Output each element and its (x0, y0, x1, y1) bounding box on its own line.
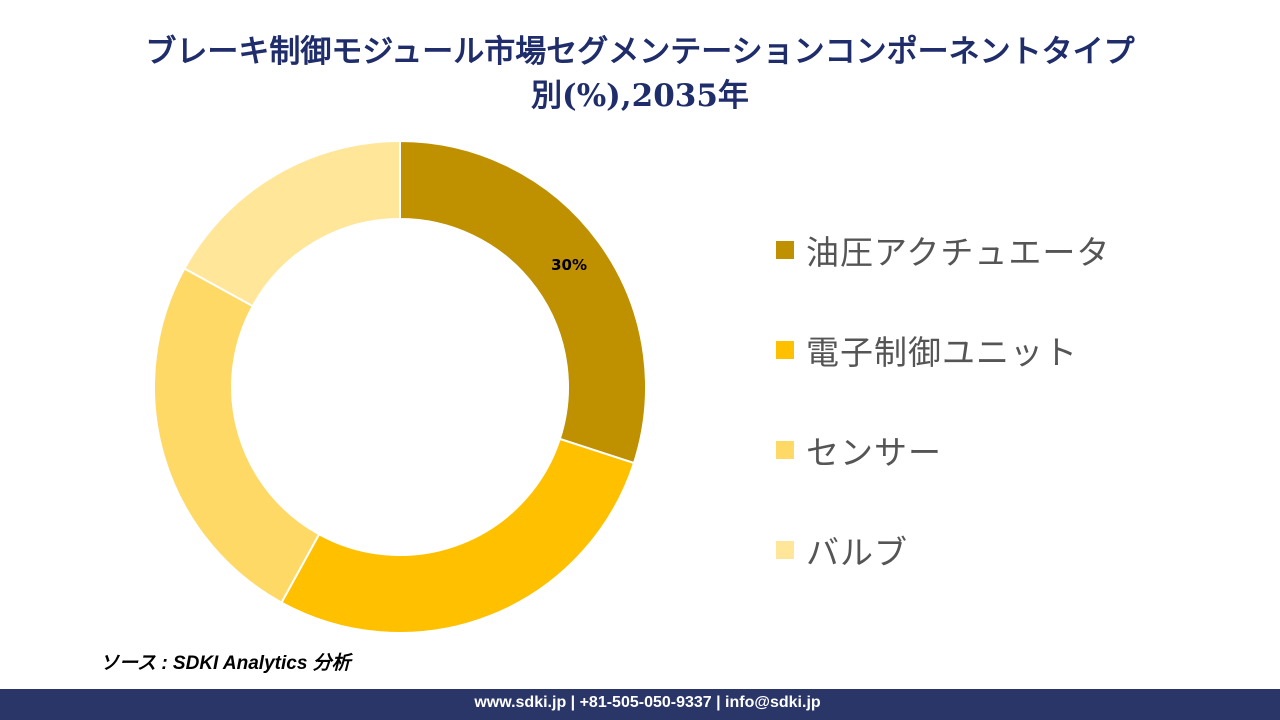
legend-label: センサー (806, 433, 942, 472)
legend-item: バルブ (776, 500, 1110, 600)
legend-item: センサー (776, 400, 1110, 500)
donut-slice (280, 437, 636, 634)
legend-item: 電子制御ユニット (776, 300, 1110, 400)
legend: 油圧アクチュエータ 電子制御ユニット センサー バルブ (776, 200, 1110, 600)
chart-title-line1: ブレーキ制御モジュール市場セグメンテーションコンポーネントタイプ (145, 34, 1135, 70)
legend-item: 油圧アクチュエータ (776, 200, 1110, 300)
donut-slice (399, 139, 647, 465)
legend-swatch (776, 441, 794, 459)
donut-slice (183, 139, 401, 308)
donut-slice (153, 267, 321, 604)
footer-bar: www.sdki.jp | +81-505-050-9337 | info@sd… (0, 689, 1280, 720)
legend-swatch (776, 341, 794, 359)
legend-label: 電子制御ユニット (806, 333, 1078, 372)
legend-label: 油圧アクチュエータ (806, 233, 1111, 272)
legend-label: バルブ (806, 533, 908, 572)
legend-swatch (776, 241, 794, 259)
chart-title-line2: 別(%),2035年 (531, 78, 749, 114)
legend-swatch (776, 541, 794, 559)
footer-contact: www.sdki.jp | +81-505-050-9337 | info@sd… (474, 694, 821, 711)
chart-title: ブレーキ制御モジュール市場セグメンテーションコンポーネントタイプ 別(%),20… (0, 30, 1280, 118)
data-label: 30% (551, 256, 587, 274)
source-note: ソース : SDKI Analytics 分析 (100, 653, 351, 674)
